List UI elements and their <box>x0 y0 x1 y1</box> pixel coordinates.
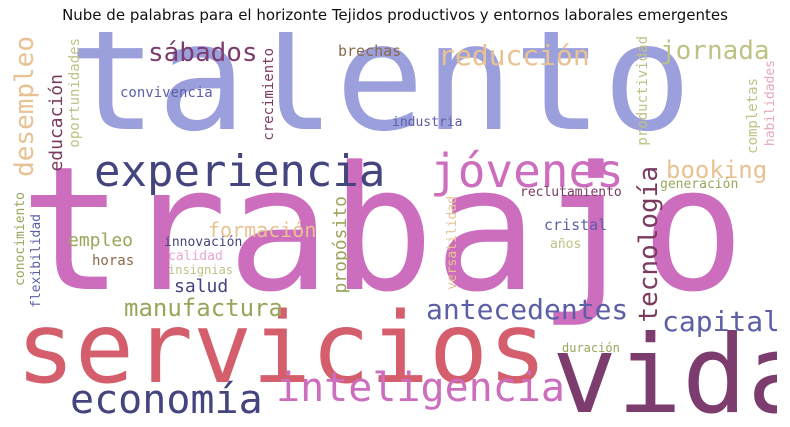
word-salud: salud <box>174 276 229 297</box>
word-duracion: duración <box>562 341 620 355</box>
word-productividad: productividad <box>635 36 651 146</box>
word-jornada: jornada <box>660 36 770 66</box>
word-economia: economía <box>70 377 263 415</box>
word-capital: capital <box>662 305 777 338</box>
word-innovacion: innovación <box>164 235 243 250</box>
word-crecimiento: crecimiento <box>261 48 277 141</box>
word-horas: horas <box>92 253 135 269</box>
word-proposito: propósito <box>330 196 351 294</box>
word-insignias: insignias <box>168 263 234 277</box>
word-tecnologia: tecnología <box>634 166 664 323</box>
word-manufactura: manufactura <box>124 294 283 322</box>
word-cristal: cristal <box>544 216 608 234</box>
word-booking: booking <box>666 156 768 184</box>
word-generacion: generación <box>660 177 739 192</box>
word-talento: talento <box>68 32 692 164</box>
word-brechas: brechas <box>338 42 402 60</box>
word-cloud: talento trabajo servicios vida experienc… <box>12 32 777 415</box>
word-habilidades: habilidades <box>763 60 777 147</box>
word-servicios: servicios <box>16 292 548 406</box>
word-antecedentes: antecedentes <box>426 293 629 326</box>
word-completas: completas <box>745 78 761 154</box>
word-desempleo: desempleo <box>12 36 40 177</box>
word-calidad: calidad <box>168 249 223 264</box>
word-sabados: sábados <box>148 38 258 68</box>
word-empleo: empleo <box>68 230 134 251</box>
word-flexibilidad: flexibilidad <box>29 214 44 308</box>
word-conocimiento: conocimiento <box>13 192 28 286</box>
word-anos: años <box>550 237 582 252</box>
word-reclutamiento: reclutamiento <box>520 185 622 200</box>
word-versatilidad: versatilidad <box>445 196 460 290</box>
word-reduccion: reducción <box>438 39 590 72</box>
word-trabajo: trabajo <box>20 129 745 330</box>
word-convivencia: convivencia <box>120 85 213 101</box>
word-vida: vida <box>552 313 777 416</box>
word-educacion: educación <box>46 74 67 172</box>
word-oportunidades: oportunidades <box>67 38 83 148</box>
word-industria: industria <box>392 115 463 130</box>
word-jovenes: jóvenes <box>430 144 624 198</box>
word-formacion: formación <box>208 218 317 242</box>
word-experiencia: experiencia <box>94 146 386 197</box>
word-inteligencia: inteligencia <box>276 365 565 411</box>
chart-title: Nube de palabras para el horizonte Tejid… <box>62 6 728 24</box>
